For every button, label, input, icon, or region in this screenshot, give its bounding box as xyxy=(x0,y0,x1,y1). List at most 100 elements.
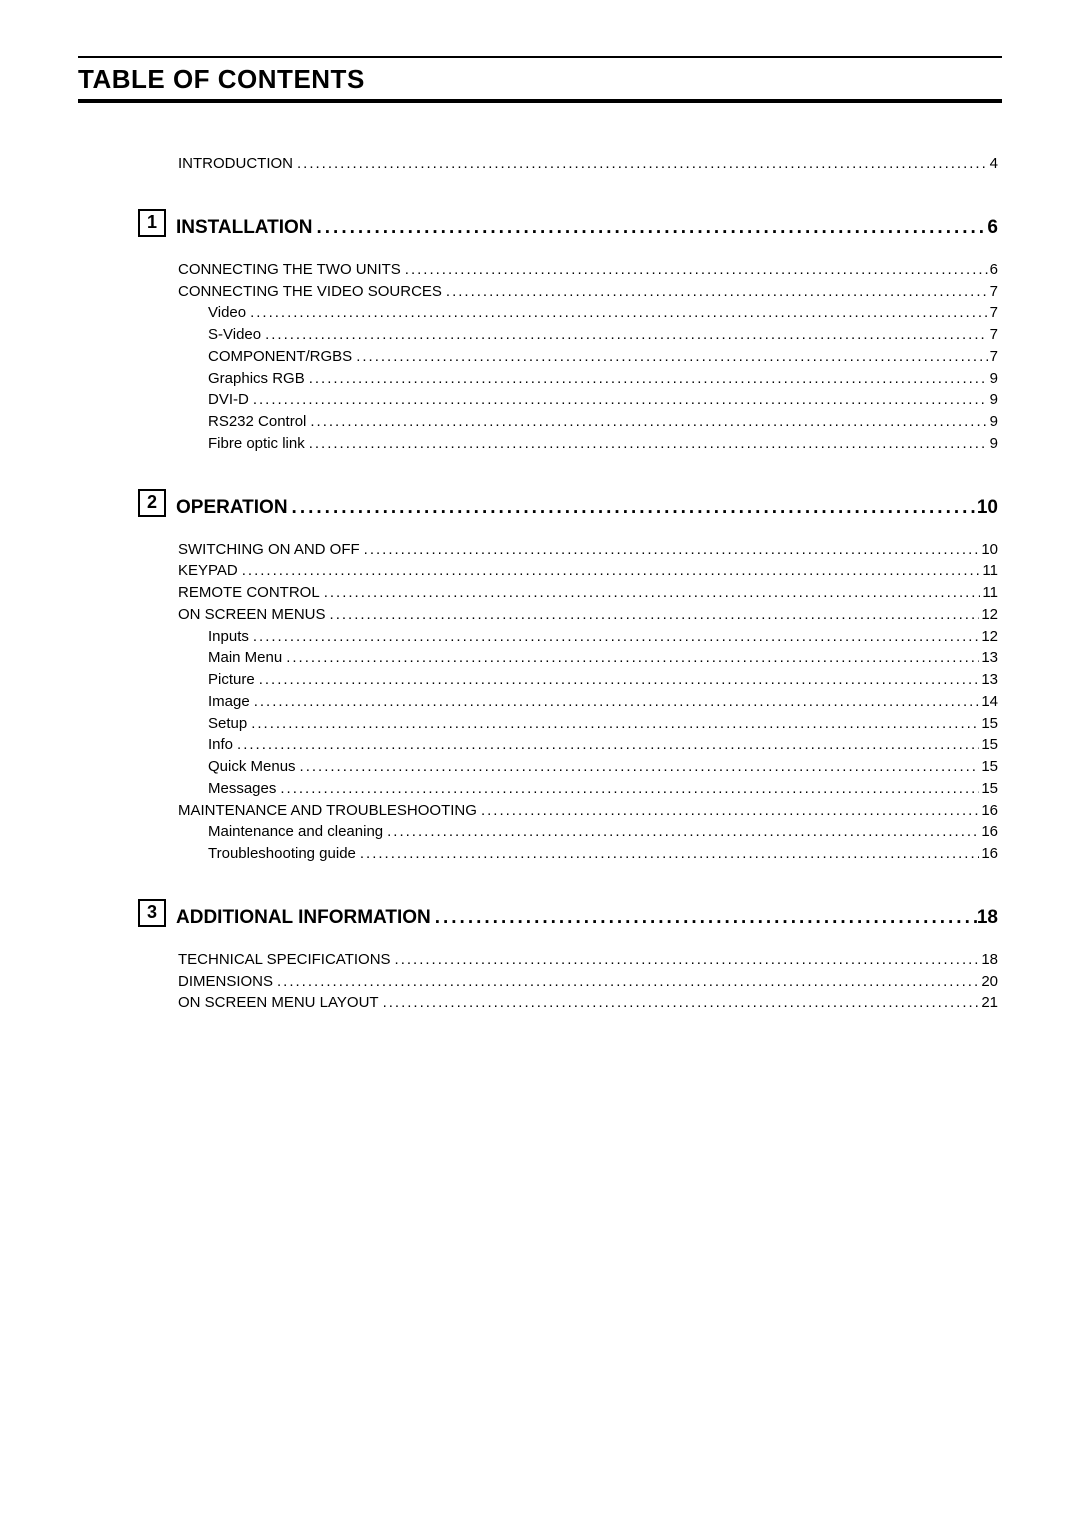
dot-leader: ........................................… xyxy=(479,800,979,822)
entry-label: Quick Menus xyxy=(208,756,298,778)
entry-label: Fibre optic link xyxy=(208,433,307,455)
section-3-entries: TECHNICAL SPECIFICATIONS................… xyxy=(178,949,998,1014)
toc-entry: Fibre optic link........................… xyxy=(208,433,998,455)
section-page: 10 xyxy=(977,497,998,519)
dot-leader: ........................................… xyxy=(298,756,980,778)
entry-page: 7 xyxy=(988,324,998,346)
entry-label: CONNECTING THE TWO UNITS xyxy=(178,259,403,281)
section-1-entries: CONNECTING THE TWO UNITS................… xyxy=(178,259,998,455)
entry-label: RS232 Control xyxy=(208,411,308,433)
section-heading: INSTALLATION xyxy=(176,217,313,239)
dot-leader: ........................................… xyxy=(362,539,980,561)
dot-leader: ........................................… xyxy=(381,992,980,1014)
dot-leader: ........................................… xyxy=(288,497,977,519)
toc-body: INTRODUCTION ...........................… xyxy=(178,153,998,1014)
toc-entry: CONNECTING THE VIDEO SOURCES............… xyxy=(178,281,998,303)
entry-page: 15 xyxy=(979,734,998,756)
entry-page: 7 xyxy=(988,281,998,303)
entry-label: COMPONENT/RGBS xyxy=(208,346,354,368)
dot-leader: ........................................… xyxy=(322,582,981,604)
entry-label: SWITCHING ON AND OFF xyxy=(178,539,362,561)
toc-entry: S-Video.................................… xyxy=(208,324,998,346)
entry-label: INTRODUCTION xyxy=(178,153,295,175)
section-heading: OPERATION xyxy=(176,497,288,519)
dot-leader: ........................................… xyxy=(328,604,980,626)
toc-entry: COMPONENT/RGBS..........................… xyxy=(208,346,998,368)
entry-label: MAINTENANCE AND TROUBLESHOOTING xyxy=(178,800,479,822)
section-line: ADDITIONAL INFORMATION .................… xyxy=(176,907,998,929)
dot-leader: ........................................… xyxy=(307,433,988,455)
entry-label: ON SCREEN MENUS xyxy=(178,604,328,626)
dot-leader: ........................................… xyxy=(358,843,979,865)
entry-page: 12 xyxy=(979,604,998,626)
toc-entry: DIMENSIONS..............................… xyxy=(178,971,998,993)
toc-entry: KEYPAD..................................… xyxy=(178,560,998,582)
dot-leader: ........................................… xyxy=(235,734,979,756)
entry-label: KEYPAD xyxy=(178,560,240,582)
toc-entry: Image...................................… xyxy=(208,691,998,713)
entry-page: 16 xyxy=(979,800,998,822)
entry-page: 7 xyxy=(988,346,998,368)
entry-label: Graphics RGB xyxy=(208,368,307,390)
entry-page: 9 xyxy=(988,433,998,455)
entry-label: Maintenance and cleaning xyxy=(208,821,385,843)
entry-label: CONNECTING THE VIDEO SOURCES xyxy=(178,281,444,303)
entry-page: 4 xyxy=(988,153,998,175)
entry-label: ON SCREEN MENU LAYOUT xyxy=(178,992,381,1014)
toc-entry: ON SCREEN MENU LAYOUT...................… xyxy=(178,992,998,1014)
entry-label: Main Menu xyxy=(208,647,284,669)
toc-entry: CONNECTING THE TWO UNITS................… xyxy=(178,259,998,281)
section-number: 1 xyxy=(147,212,157,233)
toc-entry: Inputs..................................… xyxy=(208,626,998,648)
entry-label: Setup xyxy=(208,713,249,735)
entry-page: 9 xyxy=(988,411,998,433)
dot-leader: ........................................… xyxy=(284,647,979,669)
toc-entry: ON SCREEN MENUS.........................… xyxy=(178,604,998,626)
dot-leader: ........................................… xyxy=(252,691,980,713)
dot-leader: ........................................… xyxy=(295,153,988,175)
dot-leader: ........................................… xyxy=(393,949,980,971)
entry-label: Troubleshooting guide xyxy=(208,843,358,865)
entry-page: 9 xyxy=(988,389,998,411)
toc-entry: Troubleshooting guide...................… xyxy=(208,843,998,865)
dot-leader: ........................................… xyxy=(257,669,980,691)
section-page: 6 xyxy=(987,217,998,239)
section-head-2: 2 OPERATION ............................… xyxy=(138,491,998,519)
entry-page: 15 xyxy=(979,756,998,778)
toc-entry: Info....................................… xyxy=(208,734,998,756)
toc-entry: Setup...................................… xyxy=(208,713,998,735)
dot-leader: ........................................… xyxy=(354,346,987,368)
dot-leader: ........................................… xyxy=(251,626,979,648)
toc-entry: Video...................................… xyxy=(208,302,998,324)
entry-page: 12 xyxy=(979,626,998,648)
entry-page: 14 xyxy=(979,691,998,713)
entry-label: Inputs xyxy=(208,626,251,648)
entry-page: 11 xyxy=(980,582,998,604)
dot-leader: ........................................… xyxy=(403,259,988,281)
toc-entry: MAINTENANCE AND TROUBLESHOOTING.........… xyxy=(178,800,998,822)
section-number: 2 xyxy=(147,492,157,513)
toc-entry: REMOTE CONTROL..........................… xyxy=(178,582,998,604)
section-head-1: 1 INSTALLATION .........................… xyxy=(138,211,998,239)
dot-leader: ........................................… xyxy=(263,324,988,346)
entry-page: 15 xyxy=(979,778,998,800)
toc-entry: Graphics RGB............................… xyxy=(208,368,998,390)
dot-leader: ........................................… xyxy=(444,281,988,303)
section-number: 3 xyxy=(147,902,157,923)
section-number-box: 1 xyxy=(138,209,166,237)
entry-label: DIMENSIONS xyxy=(178,971,275,993)
entry-label: Picture xyxy=(208,669,257,691)
section-number-box: 2 xyxy=(138,489,166,517)
entry-page: 15 xyxy=(979,713,998,735)
entry-page: 16 xyxy=(979,843,998,865)
section-line: INSTALLATION ...........................… xyxy=(176,217,998,239)
entry-page: 18 xyxy=(979,949,998,971)
toc-entry: RS232 Control...........................… xyxy=(208,411,998,433)
dot-leader: ........................................… xyxy=(249,713,979,735)
section-head-3: 3 ADDITIONAL INFORMATION ...............… xyxy=(138,901,998,929)
entry-page: 7 xyxy=(988,302,998,324)
entry-label: Image xyxy=(208,691,252,713)
toc-entry-intro: INTRODUCTION ...........................… xyxy=(178,153,998,175)
entry-label: DVI-D xyxy=(208,389,251,411)
toc-entry: SWITCHING ON AND OFF....................… xyxy=(178,539,998,561)
